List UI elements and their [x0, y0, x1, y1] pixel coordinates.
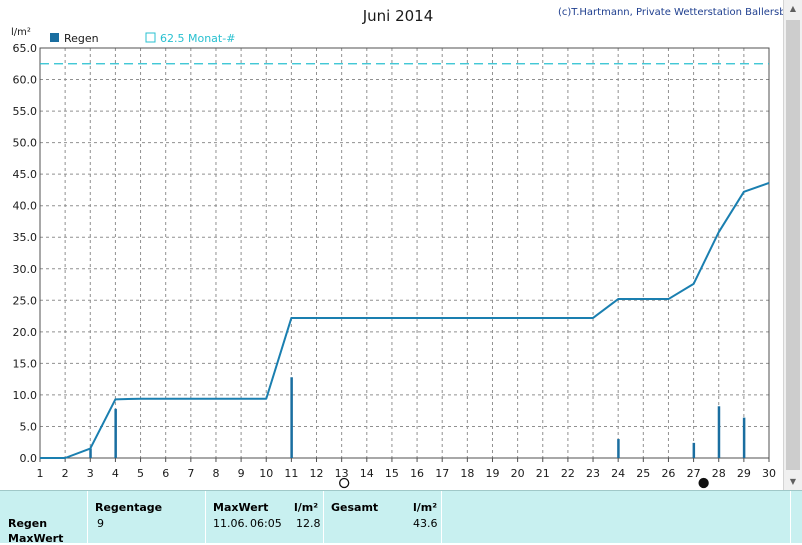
maxwert-header: MaxWert [213, 501, 269, 514]
x-tick-label: 18 [460, 467, 474, 480]
y-tick-label: 25.0 [13, 294, 38, 307]
maxwert-value: 12.8 [296, 517, 321, 530]
x-tick-label: 9 [238, 467, 245, 480]
x-tick-label: 24 [611, 467, 625, 480]
gesamt-value: 43.6 [413, 517, 438, 530]
rain-bar [717, 406, 721, 458]
chart-title: Juni 2014 [362, 7, 434, 25]
x-tick-label: 19 [485, 467, 499, 480]
x-tick-label: 16 [410, 467, 424, 480]
x-tick-label: 21 [536, 467, 550, 480]
x-tick-label: 30 [762, 467, 776, 480]
y-tick-label: 45.0 [13, 168, 38, 181]
x-tick-label: 17 [435, 467, 449, 480]
daily-rain-bars [89, 377, 746, 458]
y-tick-label: 5.0 [20, 420, 38, 433]
x-tick-label: 13 [335, 467, 349, 480]
cumulative-line [40, 182, 770, 459]
legend-label-reference: 62.5 Monat-# [160, 32, 235, 45]
grid [40, 48, 769, 458]
y-tick-label: 50.0 [13, 137, 38, 150]
x-tick-label: 8 [212, 467, 219, 480]
rain-bar [290, 377, 293, 458]
rain-chart: Juni 2014 (c)T.Hartmann, Private Wetters… [11, 7, 802, 489]
maxwert-date: 11.06. [213, 517, 248, 530]
legend-label-regen: Regen [64, 32, 99, 45]
copyright-text: (c)T.Hartmann, Private Wetterstation Bal… [558, 7, 802, 18]
y-tick-label: 60.0 [13, 74, 38, 87]
plot-frame [39, 47, 770, 459]
y-tick-label: 10.0 [13, 389, 38, 402]
x-tick-label: 4 [112, 467, 119, 480]
scroll-down-icon[interactable]: ▼ [784, 473, 802, 490]
x-tick-label: 7 [187, 467, 194, 480]
rain-bar [742, 417, 746, 458]
scrollbar-thumb[interactable] [786, 20, 800, 470]
x-tick-label: 27 [687, 467, 701, 480]
y-tick-label: 20.0 [13, 326, 38, 339]
x-tick-label: 14 [360, 467, 374, 480]
y-axis: 0.0 5.0 10.0 15.0 20.0 25.0 30.0 35.0 40.0 45.0 50… [13, 42, 38, 465]
x-axis: 1 2 3 4 5 6 7 8 9 10 11 12 13 14 15 16 17 18 19 20 21 22 23 24 2… [37, 458, 776, 480]
y-tick-label: 35.0 [13, 231, 38, 244]
x-tick-label: 25 [636, 467, 650, 480]
x-tick-label: 2 [62, 467, 69, 480]
rain-bar [89, 448, 92, 458]
moon-phase-markers [339, 477, 709, 489]
x-tick-label: 1 [37, 467, 44, 480]
scroll-up-icon[interactable]: ▲ [784, 0, 802, 17]
y-tick-label: 40.0 [13, 200, 38, 213]
x-tick-label: 12 [310, 467, 324, 480]
x-tick-label: 20 [511, 467, 525, 480]
cumulative-line-group [40, 182, 770, 459]
x-tick-label: 26 [661, 467, 675, 480]
rain-bar [617, 439, 620, 458]
legend-swatch-reference [145, 32, 156, 43]
rain-bar [114, 408, 117, 458]
x-tick-label: 29 [737, 467, 751, 480]
regentage-header: Regentage [95, 501, 163, 514]
regentage-value: 9 [97, 517, 104, 530]
x-tick-label: 23 [586, 467, 600, 480]
y-tick-label: 30.0 [13, 263, 38, 276]
x-tick-label: 15 [385, 467, 399, 480]
row-label-maxwert: MaxWert [8, 532, 64, 545]
full-moon-icon [339, 477, 350, 489]
x-tick-label: 28 [712, 467, 726, 480]
y-tick-label: 15.0 [13, 357, 38, 370]
x-tick-label: 11 [284, 467, 298, 480]
legend: Regen 62.5 Monat-# [50, 32, 235, 45]
new-moon-icon [698, 477, 709, 489]
summary-table: Regen MaxWert Regentage 9 MaxWert l/m² 1… [0, 490, 802, 545]
x-tick-label: 5 [137, 467, 144, 480]
x-tick-label: 3 [87, 467, 94, 480]
gesamt-header: Gesamt [331, 501, 379, 514]
x-tick-label: 10 [259, 467, 273, 480]
row-label-regen: Regen [8, 517, 48, 530]
x-tick-label: 22 [561, 467, 575, 480]
vertical-scrollbar[interactable]: ▲ ▼ [783, 0, 802, 490]
y-tick-label: 65.0 [13, 42, 38, 55]
y-tick-label: 0.0 [20, 452, 38, 465]
y-tick-label: 55.0 [13, 105, 38, 118]
rain-bar [692, 442, 696, 458]
y-axis-unit: l/m² [11, 27, 31, 38]
maxwert-time: 06:05 [250, 517, 282, 530]
legend-swatch-regen [50, 33, 59, 42]
gesamt-unit: l/m² [413, 501, 438, 514]
x-tick-label: 6 [162, 467, 169, 480]
maxwert-unit: l/m² [294, 501, 319, 514]
